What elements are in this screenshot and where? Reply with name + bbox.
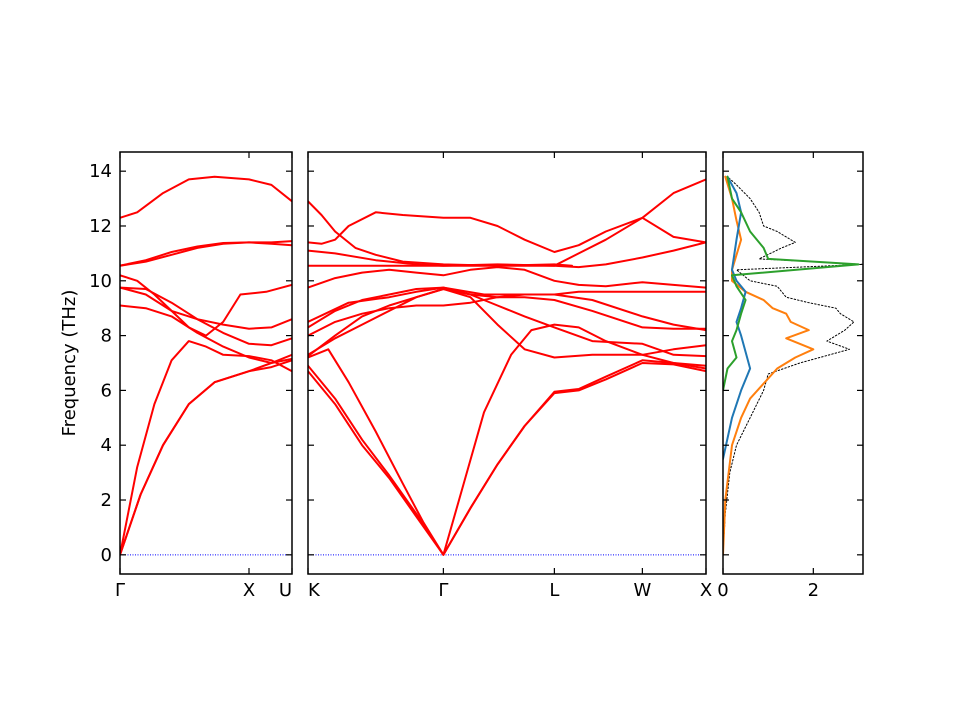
y-tick-label: 4 <box>101 435 112 456</box>
phonon-branch-9 <box>120 241 292 267</box>
phonon-branch-3 <box>308 323 706 556</box>
x-tick-label: K <box>308 580 321 601</box>
y-tick-label: 2 <box>101 490 112 511</box>
phonon-branch-2 <box>308 359 706 556</box>
x-tick-label: 2 <box>808 580 819 601</box>
y-tick-label: 0 <box>101 545 112 566</box>
band-structure-left-panel: Γ X U 0 2 4 6 8 10 12 14 <box>89 151 293 601</box>
phonon-branch-3 <box>120 340 292 556</box>
y-tick-label: 12 <box>89 216 112 237</box>
phonon-branch-12 <box>308 178 706 253</box>
dos-curve-2 <box>723 175 815 556</box>
phonon-branch-6 <box>120 286 292 330</box>
phonon-branch-7 <box>120 274 292 337</box>
y-tick-label: 6 <box>101 380 112 401</box>
y-tick-label: 8 <box>101 326 112 347</box>
x-tick-label: Γ <box>438 580 448 601</box>
phonon-branch-2 <box>120 353 292 556</box>
left-panel-frame <box>119 151 293 575</box>
phonon-branch-1 <box>308 362 706 556</box>
y-axis-label: Frequency (THz) <box>59 290 80 437</box>
dos-curve-1 <box>723 176 863 556</box>
dos-panel-frame <box>722 151 864 575</box>
phonon-branch-8 <box>120 240 292 267</box>
phonon-branch-6 <box>308 296 706 337</box>
middle-panel-frame <box>307 151 707 575</box>
x-tick-label: U <box>279 580 292 601</box>
phonon-branch-10 <box>120 175 292 219</box>
phonon-branch-4 <box>308 288 706 359</box>
phonon-branch-8 <box>308 286 706 323</box>
phonon-branch-10 <box>308 241 706 269</box>
dos-curve-4 <box>723 175 860 392</box>
phonon-branch-11 <box>308 216 706 267</box>
phonon-branch-7 <box>308 286 706 332</box>
x-tick-label: 0 <box>717 580 728 601</box>
y-tick-label: 14 <box>89 161 112 182</box>
x-tick-label: W <box>633 580 651 601</box>
phonon-branch-5 <box>120 304 292 364</box>
x-tick-label: X <box>700 580 712 601</box>
x-tick-label: Γ <box>115 580 125 601</box>
phonon-branch-13 <box>308 200 573 267</box>
dos-curve-3 <box>723 175 752 460</box>
x-tick-label: L <box>549 580 559 601</box>
x-tick-label: X <box>243 580 255 601</box>
y-tick-label: 10 <box>89 271 112 292</box>
phonon-branch-9 <box>308 266 706 289</box>
